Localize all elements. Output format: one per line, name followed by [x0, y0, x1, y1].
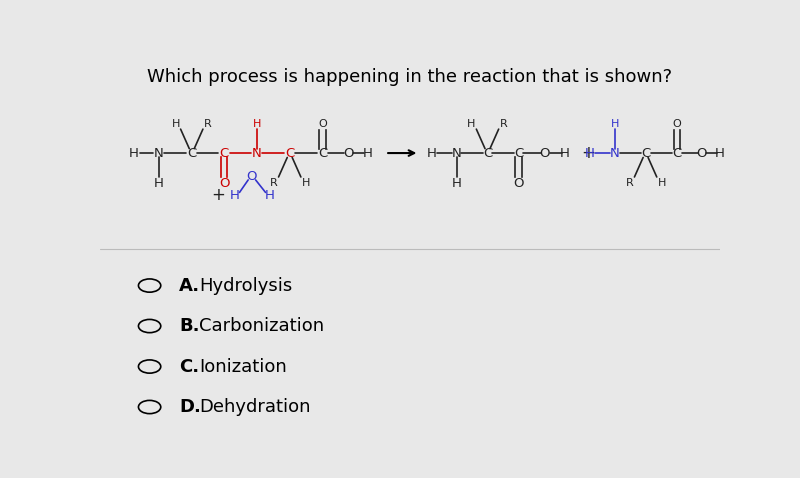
Text: O: O [318, 120, 327, 130]
Text: D.: D. [179, 398, 202, 416]
Text: H: H [560, 147, 570, 160]
Text: H: H [585, 147, 594, 160]
Text: O: O [696, 147, 706, 160]
Text: H: H [451, 177, 462, 190]
Text: H: H [129, 147, 139, 160]
Text: C: C [285, 147, 294, 160]
Text: N: N [452, 147, 462, 160]
Text: H: H [467, 119, 475, 129]
Text: C: C [219, 147, 229, 160]
Text: O: O [539, 147, 550, 160]
Text: Dehydration: Dehydration [199, 398, 310, 416]
Text: H: H [171, 119, 180, 129]
Text: +: + [582, 144, 595, 162]
Text: +: + [211, 186, 225, 205]
Text: H: H [715, 147, 725, 160]
Text: H: H [264, 189, 274, 202]
Text: R: R [204, 119, 212, 129]
Text: R: R [500, 119, 507, 129]
Text: O: O [218, 177, 230, 190]
Text: C: C [514, 147, 523, 160]
Text: H: H [363, 147, 373, 160]
Text: Hydrolysis: Hydrolysis [199, 277, 293, 294]
Text: A.: A. [179, 277, 201, 294]
Text: R: R [626, 178, 634, 188]
Text: O: O [342, 147, 354, 160]
Text: C: C [483, 147, 492, 160]
Text: O: O [246, 170, 257, 183]
Text: H: H [253, 119, 261, 129]
Text: O: O [672, 120, 681, 130]
Text: H: H [154, 177, 164, 190]
Text: H: H [426, 147, 437, 160]
Text: H: H [230, 189, 239, 202]
Text: C: C [641, 147, 650, 160]
Text: N: N [610, 147, 619, 160]
Text: C: C [187, 147, 196, 160]
Text: H: H [302, 178, 310, 188]
Text: C.: C. [179, 358, 199, 376]
Text: H: H [610, 119, 618, 129]
Text: C: C [318, 147, 327, 160]
Text: B.: B. [179, 317, 200, 335]
Text: R: R [270, 178, 278, 188]
Text: H: H [658, 178, 666, 188]
Text: N: N [154, 147, 164, 160]
Text: O: O [514, 177, 524, 190]
Text: N: N [252, 147, 262, 160]
Text: Which process is happening in the reaction that is shown?: Which process is happening in the reacti… [147, 68, 673, 87]
Text: Ionization: Ionization [199, 358, 287, 376]
Text: Carbonization: Carbonization [199, 317, 324, 335]
Text: C: C [672, 147, 682, 160]
